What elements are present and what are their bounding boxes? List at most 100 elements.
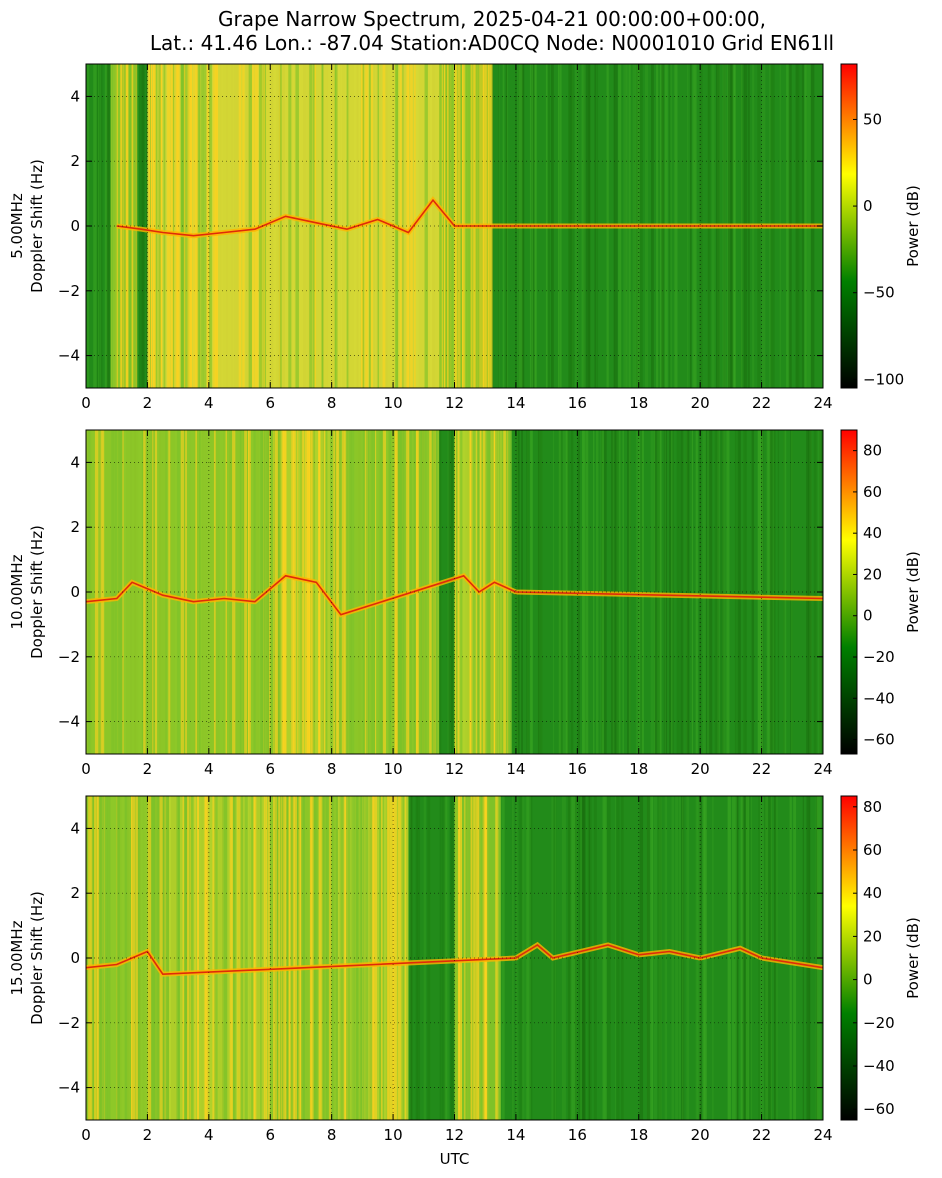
heatmap-streak <box>319 796 323 1120</box>
heatmap-streak <box>750 796 753 1120</box>
heatmap-streak <box>387 796 389 1120</box>
colorbar-tick-label: −50 <box>863 284 895 302</box>
heatmap-streak <box>195 64 199 388</box>
heatmap-streak <box>242 64 245 388</box>
heatmap-streak <box>204 796 206 1120</box>
heatmap-streak <box>530 796 533 1120</box>
heatmap-streak <box>498 430 501 754</box>
colorbar-label: Power (dB) <box>904 551 922 633</box>
x-tick-label: 24 <box>813 1126 832 1144</box>
x-tick-label: 14 <box>506 760 525 778</box>
colorbar-tick-label: 0 <box>863 197 873 215</box>
heatmap-streak <box>686 796 690 1120</box>
heatmap-streak <box>199 430 201 754</box>
colorbar-tick-label: 50 <box>863 110 882 128</box>
x-tick-label: 2 <box>143 1126 153 1144</box>
heatmap-streak <box>602 796 605 1120</box>
y-axis-label-frequency: 5.00MHz <box>8 193 26 259</box>
heatmap-streak <box>482 430 486 754</box>
heatmap-streak <box>343 796 346 1120</box>
heatmap-streak <box>158 64 161 388</box>
heatmap-streak <box>369 64 371 388</box>
heatmap-streak <box>93 796 97 1120</box>
heatmap-streak <box>582 796 586 1120</box>
heatmap-streak <box>295 64 299 388</box>
heatmap-streak <box>149 64 151 388</box>
heatmap-streak <box>370 64 373 388</box>
heatmap-streak <box>375 430 377 754</box>
heatmap-streak <box>98 430 101 754</box>
heatmap-streak <box>439 796 442 1120</box>
heatmap-streak <box>495 430 498 754</box>
heatmap-streak <box>115 430 117 754</box>
heatmap-streak <box>758 430 762 754</box>
heatmap-streak <box>285 430 287 754</box>
heatmap-streak <box>568 796 572 1120</box>
heatmap-streak <box>294 796 297 1120</box>
y-tick-label: 2 <box>70 518 80 536</box>
heatmap-streak <box>199 64 201 388</box>
y-tick-label: 4 <box>70 87 80 105</box>
heatmap-streak <box>606 796 611 1120</box>
heatmap-streak <box>216 64 218 388</box>
heatmap-streak <box>745 796 750 1120</box>
heatmap-streak <box>402 796 405 1120</box>
heatmap-streak <box>734 430 737 754</box>
heatmap-streak <box>283 430 286 754</box>
x-tick-label: 2 <box>143 760 153 778</box>
heatmap-streak <box>458 796 462 1120</box>
heatmap-streak <box>188 796 191 1120</box>
doppler-ridge-line <box>116 198 823 237</box>
heatmap-streak <box>435 430 438 754</box>
heatmap-streak <box>298 796 302 1120</box>
heatmap-streak <box>738 430 741 754</box>
heatmap-streak <box>318 430 321 754</box>
heatmap-streak <box>456 796 458 1120</box>
heatmap-streak <box>154 64 158 388</box>
heatmap-streak <box>371 430 375 754</box>
heatmap-streak <box>207 64 209 388</box>
y-tick-label: −2 <box>58 648 80 666</box>
heatmap-streak <box>578 796 581 1120</box>
heatmap-streak <box>743 430 746 754</box>
heatmap-streak <box>390 796 394 1120</box>
heatmap-streak <box>651 796 654 1120</box>
heatmap-streak <box>310 796 314 1120</box>
x-tick-label: 14 <box>506 394 525 412</box>
heatmap-streak <box>292 796 295 1120</box>
heatmap-streak <box>702 430 706 754</box>
heatmap-streak <box>182 796 185 1120</box>
y-axis-label-doppler: Doppler Shift (Hz) <box>28 159 46 293</box>
heatmap-streak <box>671 430 673 754</box>
heatmap-streak <box>406 64 409 388</box>
heatmap-streak <box>381 796 383 1120</box>
heatmap-streak <box>336 796 339 1120</box>
x-tick-label: 16 <box>568 394 587 412</box>
x-axis-label: UTC <box>440 1150 470 1168</box>
heatmap-streak <box>301 796 305 1120</box>
heatmap-streak <box>348 796 351 1120</box>
heatmap-streak <box>366 796 369 1120</box>
heatmap-streak <box>646 796 650 1120</box>
heatmap-streak <box>94 430 99 754</box>
heatmap-streak <box>406 796 408 1120</box>
heatmap-streak <box>525 796 529 1120</box>
heatmap-streak <box>427 796 431 1120</box>
x-tick-label: 12 <box>445 394 464 412</box>
heatmap-streak <box>806 430 809 754</box>
heatmap-streak <box>222 796 225 1120</box>
doppler-ridge-line <box>86 574 823 616</box>
heatmap-streak <box>720 430 722 754</box>
heatmap-streak <box>187 64 191 388</box>
heatmap-streak <box>734 796 738 1120</box>
heatmap-streak <box>278 796 281 1120</box>
heatmap-streak <box>714 430 718 754</box>
x-tick-label: 8 <box>327 1126 337 1144</box>
heatmap-streak <box>163 64 166 388</box>
figure-title-line2: Lat.: 41.46 Lon.: -87.04 Station:AD0CQ N… <box>150 31 834 55</box>
heatmap-streak <box>398 796 402 1120</box>
y-tick-label: −2 <box>58 1014 80 1032</box>
